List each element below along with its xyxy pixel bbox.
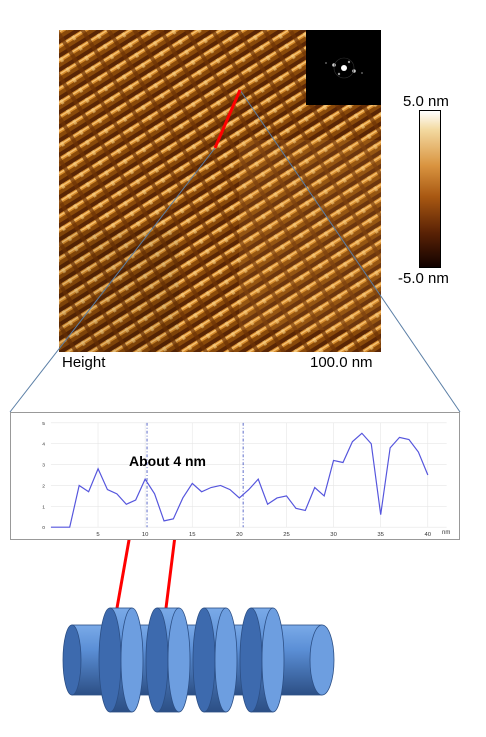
height-colorbar xyxy=(419,110,441,268)
height-profile-chart: 5 10 15 20 25 30 35 40 0 1 2 3 4 5 xyxy=(10,412,460,540)
y-tick-label: 0 xyxy=(42,525,45,531)
x-tick-label: 5 xyxy=(96,532,100,538)
y-tick-label: 1 xyxy=(42,504,45,510)
x-tick-label: 10 xyxy=(142,532,149,538)
y-tick-label: 2 xyxy=(42,483,45,489)
y-tick-label: 5 xyxy=(42,421,45,427)
fft-inset xyxy=(306,30,381,105)
x-tick-label: 20 xyxy=(236,532,243,538)
x-tick-label: 35 xyxy=(377,532,384,538)
y-tick-label: 3 xyxy=(42,463,45,469)
x-tick-label: 30 xyxy=(330,532,337,538)
x-tick-label: 25 xyxy=(283,532,290,538)
x-tick-label: 40 xyxy=(425,532,432,538)
disc-3 xyxy=(192,607,238,713)
y-tick-label: 4 xyxy=(42,442,45,448)
cylinder-model xyxy=(62,607,335,713)
scale-label: 100.0 nm xyxy=(310,354,373,371)
x-tick-label: 15 xyxy=(189,532,196,538)
colorbar-min-label: -5.0 nm xyxy=(398,270,449,287)
colorbar-max-label: 5.0 nm xyxy=(403,93,449,110)
height-label: Height xyxy=(62,354,106,371)
disc-1 xyxy=(98,607,144,713)
disc-2 xyxy=(145,607,191,713)
disc-4 xyxy=(239,607,285,713)
profile-line xyxy=(50,432,429,528)
annotation-label: About 4 nm xyxy=(129,453,206,469)
x-axis-unit: nm xyxy=(442,530,451,536)
